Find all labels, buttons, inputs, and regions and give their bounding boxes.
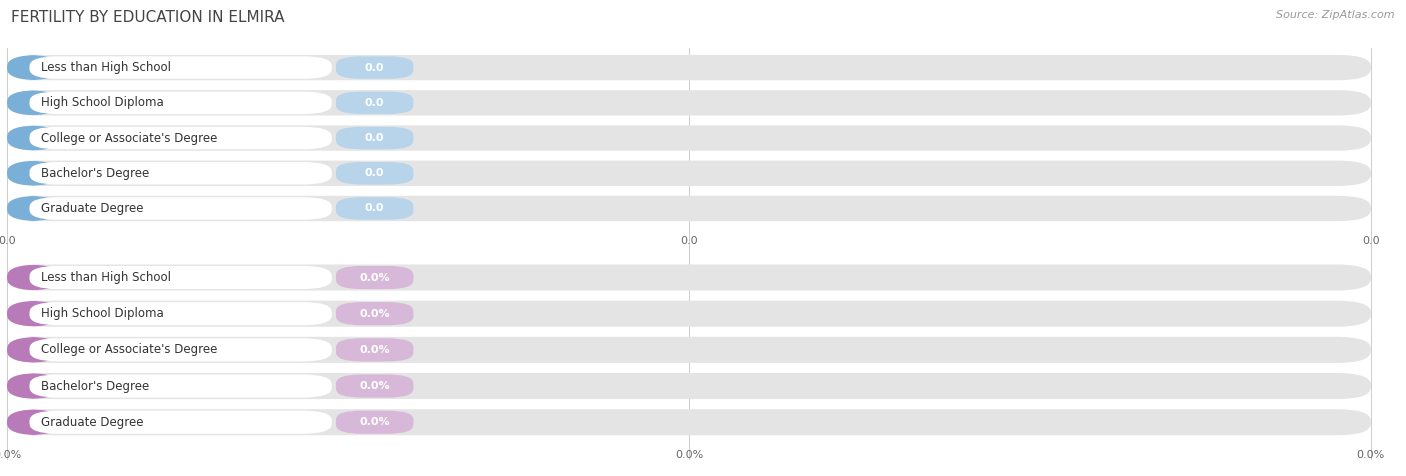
FancyBboxPatch shape xyxy=(7,301,1371,327)
FancyBboxPatch shape xyxy=(336,302,413,325)
FancyBboxPatch shape xyxy=(7,409,60,435)
FancyBboxPatch shape xyxy=(30,197,332,220)
Text: Bachelor's Degree: Bachelor's Degree xyxy=(41,379,149,393)
FancyBboxPatch shape xyxy=(336,162,413,185)
Text: 0.0: 0.0 xyxy=(366,203,384,214)
FancyBboxPatch shape xyxy=(336,197,413,220)
Text: 0.0: 0.0 xyxy=(366,133,384,143)
Text: Source: ZipAtlas.com: Source: ZipAtlas.com xyxy=(1277,10,1395,20)
Text: 0.0%: 0.0% xyxy=(1357,450,1385,460)
FancyBboxPatch shape xyxy=(7,55,59,80)
Text: 0.0%: 0.0% xyxy=(675,450,703,460)
Text: 0.0: 0.0 xyxy=(366,98,384,108)
FancyBboxPatch shape xyxy=(7,265,60,290)
FancyBboxPatch shape xyxy=(7,409,1371,435)
Text: 0.0%: 0.0% xyxy=(360,308,389,319)
FancyBboxPatch shape xyxy=(336,91,413,114)
FancyBboxPatch shape xyxy=(30,266,332,289)
FancyBboxPatch shape xyxy=(7,125,1371,151)
Text: High School Diploma: High School Diploma xyxy=(41,307,163,320)
Text: College or Associate's Degree: College or Associate's Degree xyxy=(41,343,217,357)
FancyBboxPatch shape xyxy=(336,375,413,397)
Text: 0.0: 0.0 xyxy=(0,236,15,246)
FancyBboxPatch shape xyxy=(30,375,332,397)
FancyBboxPatch shape xyxy=(336,338,413,361)
FancyBboxPatch shape xyxy=(7,337,60,363)
Text: 0.0: 0.0 xyxy=(366,168,384,178)
FancyBboxPatch shape xyxy=(7,301,60,327)
Text: FERTILITY BY EDUCATION IN ELMIRA: FERTILITY BY EDUCATION IN ELMIRA xyxy=(11,10,285,26)
FancyBboxPatch shape xyxy=(7,90,1371,116)
FancyBboxPatch shape xyxy=(7,160,1371,186)
FancyBboxPatch shape xyxy=(336,127,413,149)
FancyBboxPatch shape xyxy=(7,125,59,151)
Text: 0.0: 0.0 xyxy=(681,236,697,246)
Text: Graduate Degree: Graduate Degree xyxy=(41,416,143,429)
Text: 0.0%: 0.0% xyxy=(360,417,389,427)
Text: 0.0%: 0.0% xyxy=(0,450,21,460)
Text: High School Diploma: High School Diploma xyxy=(41,96,163,109)
FancyBboxPatch shape xyxy=(30,91,332,114)
FancyBboxPatch shape xyxy=(30,302,332,325)
Text: Bachelor's Degree: Bachelor's Degree xyxy=(41,167,149,180)
Text: 0.0%: 0.0% xyxy=(360,381,389,391)
Text: Less than High School: Less than High School xyxy=(41,61,170,74)
FancyBboxPatch shape xyxy=(7,55,1371,80)
Text: Graduate Degree: Graduate Degree xyxy=(41,202,143,215)
FancyBboxPatch shape xyxy=(7,196,59,221)
FancyBboxPatch shape xyxy=(7,265,1371,290)
FancyBboxPatch shape xyxy=(30,411,332,434)
Text: 0.0: 0.0 xyxy=(1362,236,1379,246)
FancyBboxPatch shape xyxy=(30,162,332,185)
Text: Less than High School: Less than High School xyxy=(41,271,170,284)
FancyBboxPatch shape xyxy=(336,266,413,289)
Text: 0.0%: 0.0% xyxy=(360,345,389,355)
Text: 0.0%: 0.0% xyxy=(360,272,389,283)
FancyBboxPatch shape xyxy=(7,90,59,116)
FancyBboxPatch shape xyxy=(7,373,1371,399)
FancyBboxPatch shape xyxy=(7,373,60,399)
FancyBboxPatch shape xyxy=(7,160,59,186)
FancyBboxPatch shape xyxy=(30,56,332,79)
FancyBboxPatch shape xyxy=(30,338,332,361)
FancyBboxPatch shape xyxy=(336,56,413,79)
FancyBboxPatch shape xyxy=(7,337,1371,363)
Text: College or Associate's Degree: College or Associate's Degree xyxy=(41,131,217,145)
FancyBboxPatch shape xyxy=(30,127,332,149)
FancyBboxPatch shape xyxy=(7,196,1371,221)
Text: 0.0: 0.0 xyxy=(366,62,384,73)
FancyBboxPatch shape xyxy=(336,411,413,434)
